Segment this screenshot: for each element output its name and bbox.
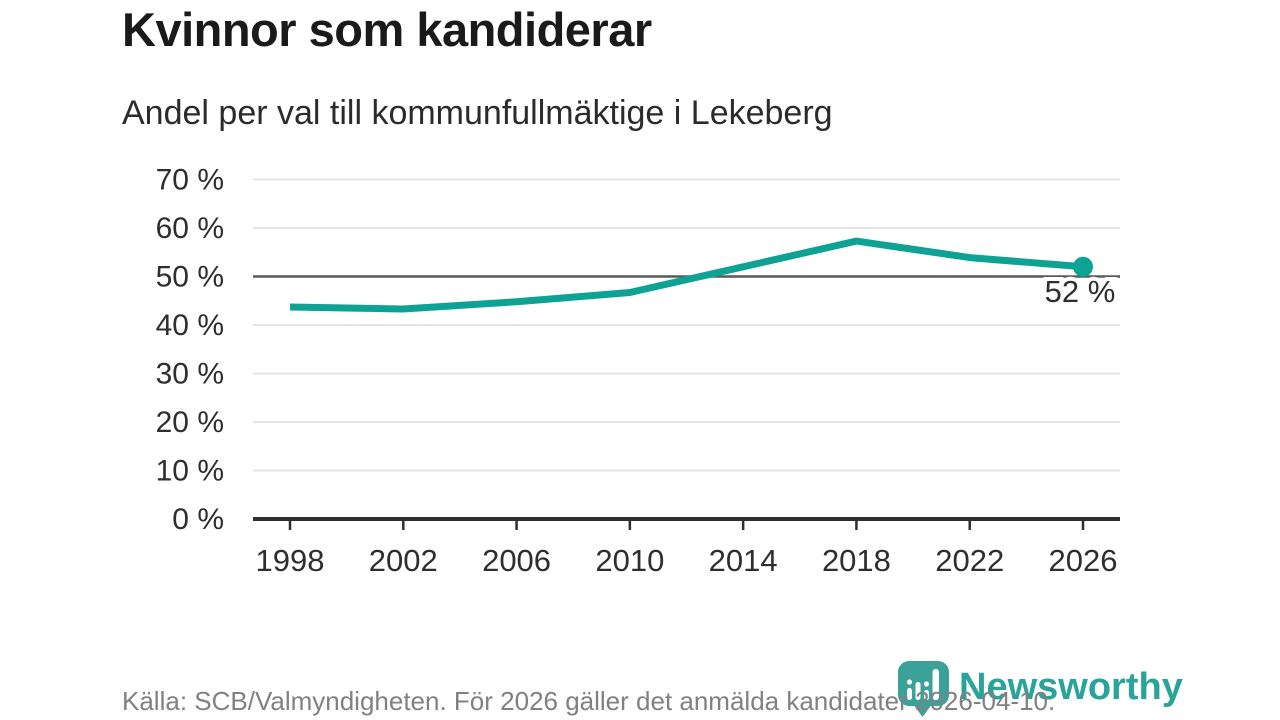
x-axis-label: 2006 bbox=[482, 543, 551, 578]
y-axis-label: 30 % bbox=[156, 358, 224, 391]
y-axis-label: 50 % bbox=[156, 261, 224, 294]
y-axis-label: 20 % bbox=[156, 406, 224, 439]
y-axis-label: 40 % bbox=[156, 309, 224, 342]
y-axis-label: 10 % bbox=[156, 455, 224, 488]
data-line bbox=[289, 237, 1084, 313]
x-axis-label: 2014 bbox=[709, 543, 778, 578]
page-title: Kvinnor som kandiderar bbox=[122, 3, 652, 56]
bar-chart-speech-bubble-icon bbox=[898, 661, 949, 717]
source-note: Källa: SCB/Valmyndigheten. För 2026 gäll… bbox=[122, 686, 1056, 716]
x-axis-label: 1998 bbox=[256, 543, 325, 578]
x-axis-label: 2026 bbox=[1049, 543, 1118, 578]
x-axis-label: 2010 bbox=[595, 543, 664, 578]
x-axis-label: 2022 bbox=[935, 543, 1004, 578]
x-axis-label: 2002 bbox=[369, 543, 438, 578]
y-axis-label: 0 % bbox=[172, 503, 224, 536]
end-point-dot bbox=[1073, 256, 1093, 277]
chart-subtitle: Andel per val till kommunfullmäktige i L… bbox=[122, 94, 833, 132]
y-axis-label: 70 % bbox=[156, 164, 224, 197]
end-point-label: 52 % bbox=[1045, 274, 1116, 309]
y-axis-label: 60 % bbox=[156, 212, 224, 245]
newsworthy-logo: Newsworthy bbox=[897, 660, 1183, 717]
newsworthy-logo-text: Newsworthy bbox=[959, 666, 1183, 708]
x-axis-label: 2018 bbox=[822, 543, 891, 578]
